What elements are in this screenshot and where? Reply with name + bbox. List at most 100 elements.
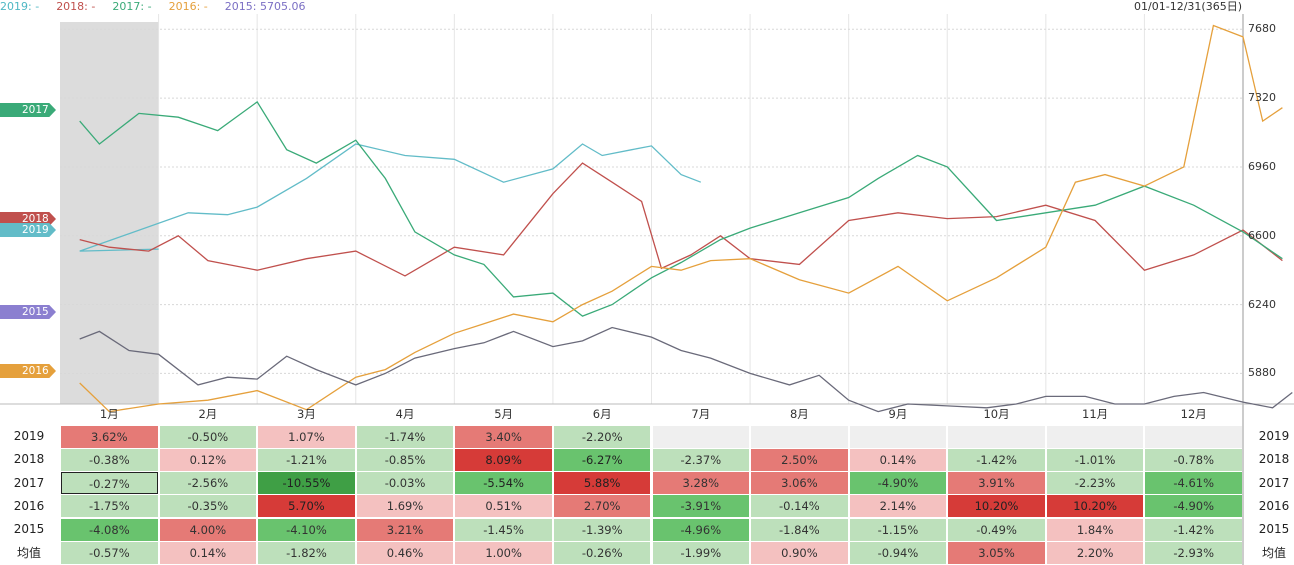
series-line-2019 [79,143,702,252]
table-cell: 0.14% [159,542,257,564]
series-tag-2019: 2019 [0,223,56,237]
row-label-left: 2017 [13,475,45,490]
row-label-right: 2015 [1258,522,1290,537]
table-cell: 10.20% [1046,495,1144,518]
row-label-left: 2015 [13,522,45,537]
table-cell: -0.27% [61,472,158,495]
table-cell: 1.07% [258,425,355,448]
table-cell: -4.96% [652,518,750,541]
table-cell: -1.21% [258,448,355,471]
y-tick-label: 6960 [1248,159,1276,173]
table-cell: -1.82% [258,542,355,564]
table-cell [751,425,848,448]
table-cell: 0.51% [455,495,552,518]
table-cell: -1.42% [948,448,1045,471]
table-cell: -0.49% [948,518,1045,541]
legend-item-1: 2018: - [56,0,96,13]
series-line-2016 [79,24,1283,413]
month-label: 11月 [1082,407,1109,421]
month-label: 5月 [494,407,514,421]
table-cell: -2.93% [1145,542,1242,564]
table-cell: 2.14% [849,495,947,518]
y-tick-label: 6600 [1248,228,1276,242]
month-label: 7月 [691,407,711,421]
table-cell: 1.69% [356,495,454,518]
table-cell: -2.37% [652,448,750,471]
table-cell: -6.27% [553,448,651,471]
table-cell: -5.54% [455,472,552,495]
table-cell: -3.91% [652,495,750,518]
table-cell [1145,425,1242,448]
table-cell: -1.15% [849,518,947,541]
table-cell: -1.75% [61,495,158,518]
row-label-right: 均值 [1261,545,1286,560]
series-line-2017 [79,100,1283,317]
month-label: 6月 [592,407,612,421]
table-cell: -0.57% [61,542,158,564]
series-tag-2016: 2016 [0,364,56,378]
table-cell: 1.00% [455,542,552,564]
table-cell: -1.84% [751,518,848,541]
month-label: 9月 [888,407,908,421]
month-label: 8月 [789,407,809,421]
row-label-left: 2016 [13,498,45,513]
table-cell: -0.03% [356,472,454,495]
table-cell: 3.28% [652,472,750,495]
table-cell: -4.90% [1145,495,1242,518]
table-cell: 0.90% [751,542,848,564]
table-cell: 2.50% [751,448,848,471]
legend-item-4: 2015: 5705.06 [224,0,306,13]
table-cell: 3.91% [948,472,1045,495]
table-cell: -2.20% [553,425,651,448]
table-cell: -2.23% [1046,472,1144,495]
table-cell: -1.01% [1046,448,1144,471]
series-line-2015 [79,326,1293,413]
table-cell [652,425,750,448]
month-label: 12月 [1180,407,1207,421]
row-label-right: 2019 [1258,429,1290,443]
table-cell: -1.45% [455,518,552,541]
table-cell: -0.94% [849,542,947,564]
y-tick-label: 7320 [1248,91,1276,105]
table-cell: -0.85% [356,448,454,471]
table-cell: -0.14% [751,495,848,518]
table-cell: -4.10% [258,518,355,541]
table-cell: 0.14% [849,448,947,471]
row-label-right: 2016 [1258,498,1290,513]
table-cell: -1.39% [553,518,651,541]
table-cell: 3.05% [948,542,1045,564]
table-cell: -0.35% [159,495,257,518]
table-cell: 5.70% [258,495,355,518]
table-cell [948,425,1045,448]
table-cell: 8.09% [455,448,552,471]
date-range-label: 01/01-12/31(365日) [1134,0,1242,13]
table-cell: -1.42% [1145,518,1242,541]
legend-item-0: 2019: - [0,0,40,13]
january-highlight [60,22,159,404]
table-cell: -0.38% [61,448,158,471]
table-cell: 0.12% [159,448,257,471]
table-cell: -1.74% [356,425,454,448]
month-label: 1月 [99,407,119,421]
table-cell: 1.84% [1046,518,1144,541]
table-cell: -4.90% [849,472,947,495]
table-cell: -1.99% [652,542,750,564]
table-cell: -2.56% [159,472,257,495]
series-tag-2015: 2015 [0,305,56,319]
table-cell: 10.20% [948,495,1045,518]
table-cell: 3.62% [61,425,158,448]
table-cell: -10.55% [258,472,355,495]
month-label: 4月 [395,407,415,421]
row-label-left: 2018 [13,452,45,467]
table-cell: 0.46% [356,542,454,564]
month-label: 3月 [297,407,316,421]
row-label-left: 均值 [16,545,41,560]
month-label: 2月 [198,407,218,421]
table-cell: -4.08% [61,518,158,541]
row-label-right: 2018 [1258,452,1290,467]
table-cell: 3.21% [356,518,454,541]
table-cell: 2.70% [553,495,651,518]
table-cell: 3.06% [751,472,848,495]
table-cell: -4.61% [1145,472,1242,495]
series-tag-2018: 2018 [0,212,56,226]
